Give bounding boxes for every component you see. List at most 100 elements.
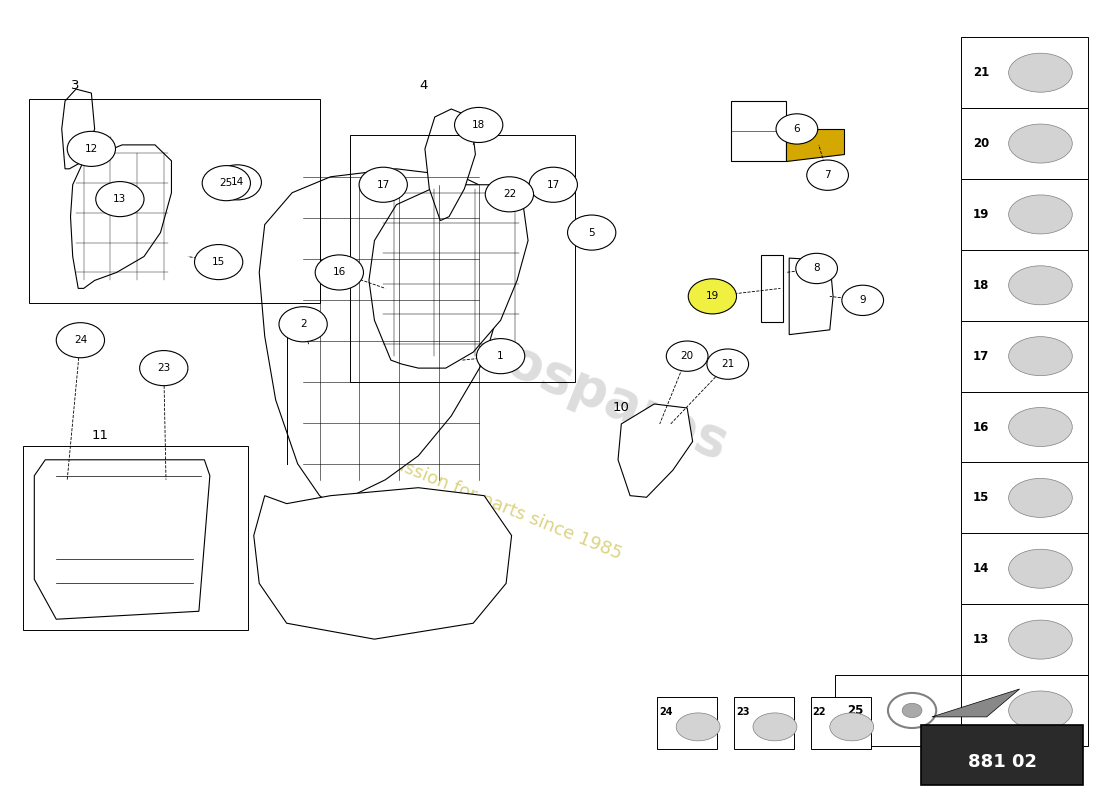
Text: 10: 10 (613, 402, 630, 414)
Text: 21: 21 (974, 66, 989, 79)
Text: 15: 15 (974, 491, 989, 504)
Ellipse shape (1009, 266, 1072, 305)
Circle shape (888, 693, 936, 728)
Ellipse shape (1009, 550, 1072, 588)
Bar (961, 250, 1088, 321)
Polygon shape (260, 169, 506, 504)
Circle shape (485, 177, 534, 212)
Text: 15: 15 (212, 257, 226, 267)
Text: 25: 25 (847, 704, 864, 717)
Circle shape (279, 306, 328, 342)
Polygon shape (368, 185, 528, 368)
Bar (961, 604, 1088, 675)
Text: 2: 2 (308, 318, 316, 331)
Bar (835, 675, 961, 746)
Circle shape (316, 255, 363, 290)
Circle shape (454, 107, 503, 142)
Text: 24: 24 (659, 706, 672, 717)
Circle shape (842, 286, 883, 315)
Text: 21: 21 (722, 359, 735, 369)
Circle shape (56, 322, 104, 358)
Polygon shape (254, 488, 512, 639)
Circle shape (902, 703, 922, 718)
Text: 20: 20 (974, 137, 989, 150)
Circle shape (529, 167, 578, 202)
Bar (734, 697, 794, 749)
Bar (961, 179, 1088, 250)
Text: 13: 13 (974, 633, 989, 646)
Text: 16: 16 (332, 267, 346, 278)
Text: 18: 18 (472, 120, 485, 130)
Ellipse shape (754, 713, 796, 741)
Ellipse shape (676, 713, 720, 741)
Polygon shape (70, 145, 172, 288)
Text: 17: 17 (547, 180, 560, 190)
Bar (961, 534, 1088, 604)
Ellipse shape (1009, 337, 1072, 376)
Circle shape (806, 160, 848, 190)
Text: 18: 18 (974, 278, 989, 292)
Bar (811, 697, 871, 749)
Circle shape (213, 165, 262, 200)
Circle shape (707, 349, 749, 379)
Bar (657, 697, 717, 749)
Bar (961, 675, 1088, 746)
Text: 11: 11 (91, 430, 109, 442)
Circle shape (667, 341, 708, 371)
Circle shape (795, 254, 837, 284)
Ellipse shape (829, 713, 873, 741)
Circle shape (689, 279, 737, 314)
Text: 5: 5 (588, 227, 595, 238)
Bar (961, 391, 1088, 462)
Circle shape (568, 215, 616, 250)
Text: 12: 12 (85, 144, 98, 154)
Text: 23: 23 (736, 706, 749, 717)
Bar (961, 462, 1088, 534)
Bar (961, 321, 1088, 391)
Bar (961, 38, 1088, 108)
Bar (350, 135, 575, 382)
Polygon shape (618, 404, 693, 498)
Text: a passion for parts since 1985: a passion for parts since 1985 (365, 444, 625, 563)
Bar (29, 99, 320, 302)
Bar (23, 446, 249, 630)
Circle shape (202, 166, 251, 201)
Text: 17: 17 (974, 350, 989, 362)
Ellipse shape (1009, 691, 1072, 730)
Text: 19: 19 (974, 208, 989, 221)
Text: 4: 4 (419, 78, 428, 91)
Text: 7: 7 (824, 170, 830, 180)
Text: 14: 14 (974, 562, 989, 575)
Circle shape (140, 350, 188, 386)
Ellipse shape (1009, 407, 1072, 446)
Circle shape (359, 167, 407, 202)
Circle shape (96, 182, 144, 217)
Text: 16: 16 (974, 421, 989, 434)
Text: 25: 25 (220, 178, 233, 188)
Text: 9: 9 (859, 295, 866, 306)
Polygon shape (785, 129, 844, 161)
Circle shape (776, 114, 817, 144)
Text: eurospares: eurospares (408, 298, 736, 470)
Ellipse shape (1009, 124, 1072, 163)
Text: 22: 22 (813, 706, 826, 717)
Text: 881 02: 881 02 (968, 753, 1036, 771)
Ellipse shape (1009, 195, 1072, 234)
Ellipse shape (1009, 478, 1072, 518)
Ellipse shape (1009, 620, 1072, 659)
Polygon shape (789, 258, 833, 334)
Ellipse shape (1009, 54, 1072, 92)
Bar (921, 725, 1084, 785)
Polygon shape (761, 255, 782, 322)
Text: 13: 13 (113, 194, 127, 204)
Polygon shape (62, 89, 95, 169)
Text: 22: 22 (503, 190, 516, 199)
Circle shape (67, 131, 116, 166)
Polygon shape (34, 460, 210, 619)
Text: 23: 23 (157, 363, 170, 373)
Text: 14: 14 (231, 178, 244, 187)
Text: 2: 2 (300, 319, 307, 330)
Circle shape (476, 338, 525, 374)
Bar (961, 108, 1088, 179)
Text: 12: 12 (974, 704, 989, 717)
